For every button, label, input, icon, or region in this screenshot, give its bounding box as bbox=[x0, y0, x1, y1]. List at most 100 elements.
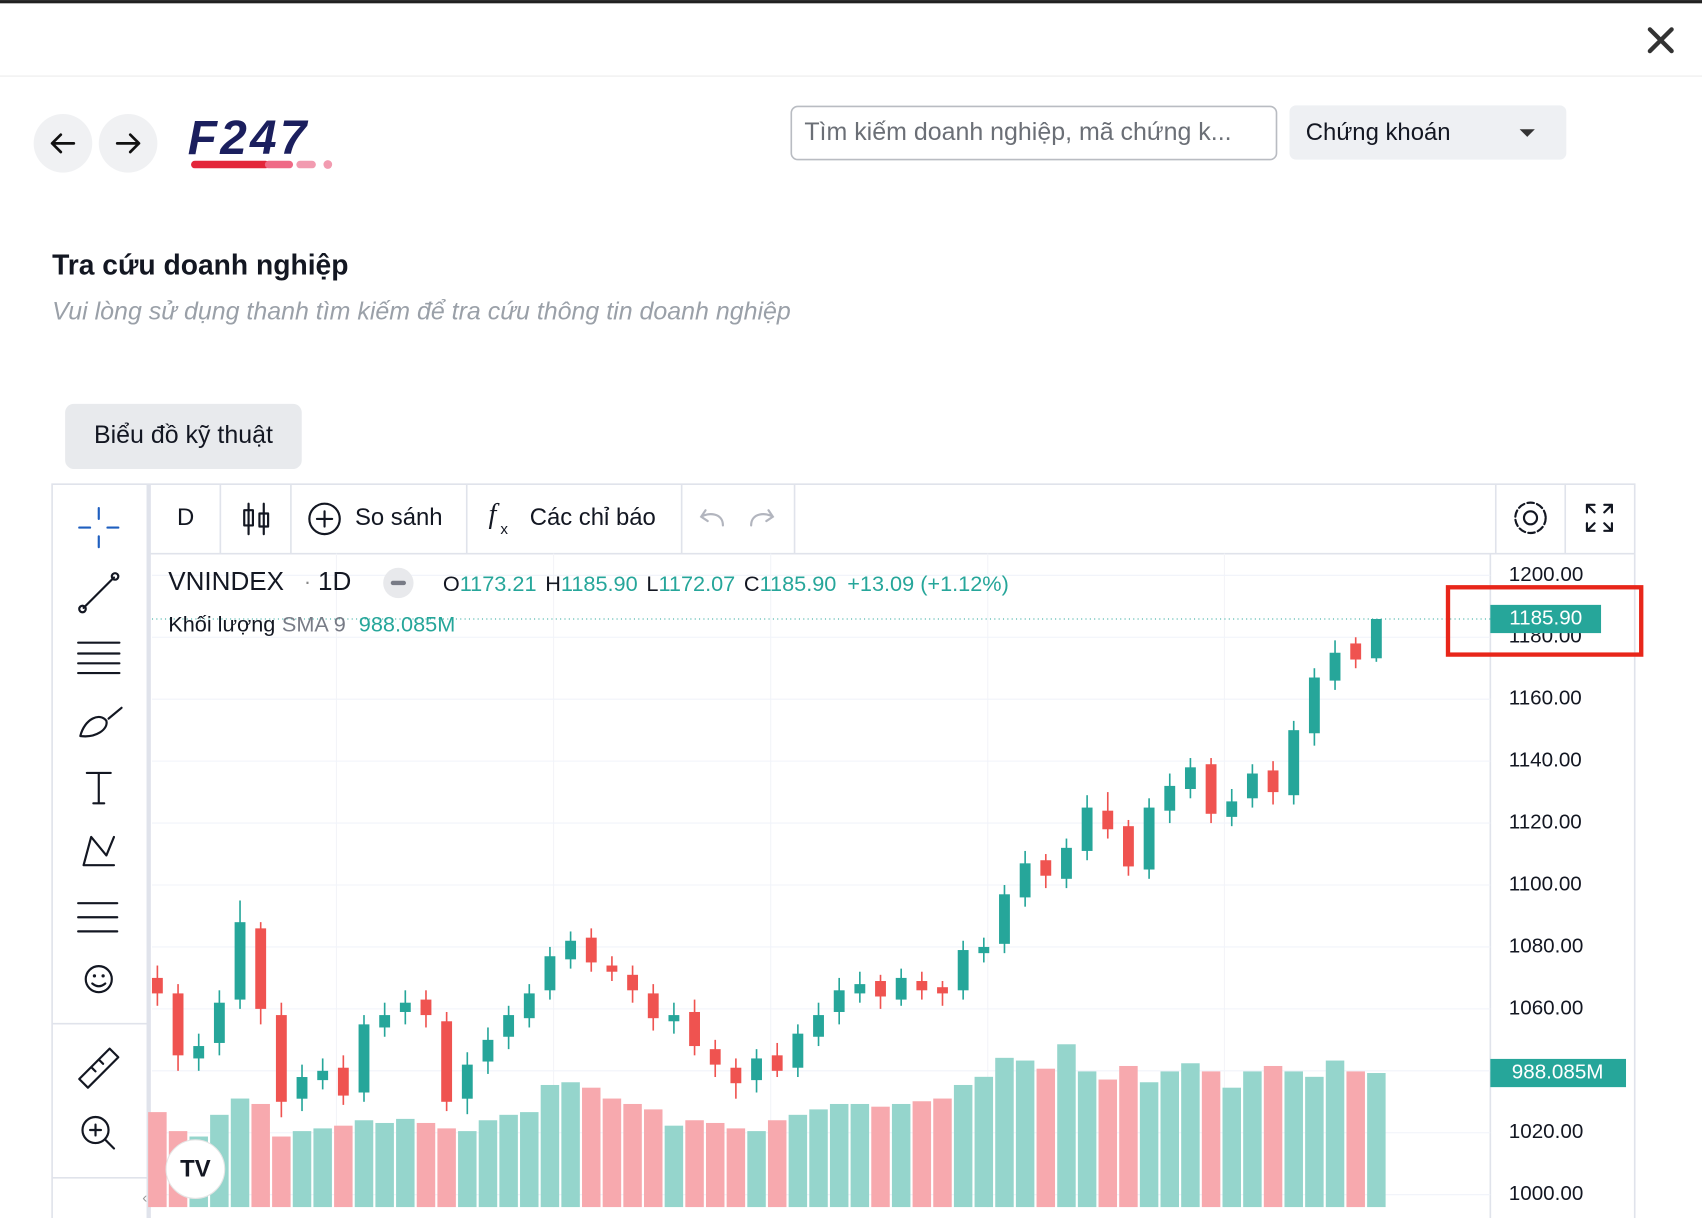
brush-tool[interactable] bbox=[79, 706, 123, 738]
volume-bar bbox=[313, 1128, 332, 1208]
volume-bar bbox=[809, 1109, 828, 1208]
prediction-tool[interactable] bbox=[77, 902, 119, 933]
candle-body bbox=[833, 990, 845, 1012]
candle-body bbox=[234, 922, 246, 1000]
volume-bar bbox=[1222, 1087, 1241, 1208]
volume-bar bbox=[437, 1128, 456, 1208]
candle-body bbox=[296, 1077, 308, 1099]
pattern-tool[interactable] bbox=[82, 835, 116, 867]
candle-body bbox=[1205, 764, 1217, 814]
candle-body bbox=[689, 1011, 700, 1047]
volume-bar bbox=[685, 1120, 704, 1208]
volume-bar bbox=[1057, 1044, 1076, 1208]
legend-value: 1185.90 bbox=[760, 571, 837, 596]
candle-body bbox=[379, 1015, 391, 1028]
logo[interactable]: F247 bbox=[188, 112, 333, 169]
tab-button[interactable]: Biểu đồ kỹ thuật bbox=[65, 403, 302, 469]
candle-body bbox=[1040, 860, 1052, 876]
crosshair-tool[interactable] bbox=[78, 506, 120, 549]
volume-bar bbox=[458, 1131, 477, 1208]
chart-type-button[interactable] bbox=[243, 502, 270, 536]
fib-tool[interactable] bbox=[77, 641, 121, 675]
candle-body bbox=[751, 1058, 762, 1081]
candle-body bbox=[461, 1064, 473, 1099]
candle-body bbox=[895, 977, 907, 1000]
volume-bar bbox=[747, 1131, 766, 1208]
candle-body bbox=[275, 1015, 287, 1102]
last-price-label: 1185.90 bbox=[1509, 606, 1582, 629]
candle-body bbox=[193, 1046, 205, 1059]
top-bar bbox=[0, 0, 1702, 4]
volume-bar bbox=[416, 1122, 436, 1208]
zoom-tool[interactable] bbox=[81, 1115, 116, 1150]
candle-body bbox=[957, 950, 969, 991]
candle-body bbox=[1308, 677, 1320, 734]
volume-bar bbox=[1367, 1073, 1386, 1208]
search-box[interactable]: Tìm kiếm doanh nghiệp, mã chứng k... bbox=[790, 105, 1278, 161]
interval-button[interactable]: D bbox=[177, 504, 194, 531]
last-volume-label: 988.085M bbox=[1512, 1060, 1604, 1083]
legend-key: O bbox=[443, 571, 460, 596]
page-subtitle: Vui lòng sử dụng thanh tìm kiếm để tra c… bbox=[52, 297, 791, 325]
volume-bar bbox=[912, 1101, 932, 1208]
collapse-handle[interactable]: ‹ bbox=[142, 1189, 147, 1206]
y-tick-label: 1140.00 bbox=[1509, 749, 1582, 772]
legend-value: 1173.21 bbox=[460, 571, 537, 596]
interval: 1D bbox=[318, 566, 351, 596]
compare-label: So sánh bbox=[355, 504, 443, 531]
volume-bar bbox=[1305, 1076, 1324, 1208]
candle-body bbox=[709, 1049, 721, 1065]
fullscreen-button[interactable] bbox=[1585, 503, 1613, 532]
volume-bar bbox=[871, 1106, 890, 1208]
candle-body bbox=[999, 894, 1010, 944]
emoji-tool[interactable] bbox=[84, 965, 113, 994]
ohlc-legend: O1173.21 H1185.90 L1172.07 C1185.90 +13.09 (… bbox=[443, 571, 1009, 596]
candle-body bbox=[151, 977, 163, 994]
svg-text:·: · bbox=[304, 569, 311, 594]
redo-button[interactable] bbox=[750, 509, 775, 527]
candle-body bbox=[544, 956, 556, 991]
trendline-tool[interactable] bbox=[78, 572, 120, 614]
candle-body bbox=[358, 1024, 370, 1093]
volume-name: Khối lượng bbox=[168, 611, 275, 636]
volume-bar bbox=[705, 1122, 725, 1208]
text-tool[interactable] bbox=[85, 771, 112, 805]
hide-button[interactable] bbox=[383, 567, 414, 599]
volume-bar bbox=[499, 1114, 518, 1208]
candle-body bbox=[1164, 785, 1176, 811]
volume-bar bbox=[561, 1082, 580, 1208]
search-placeholder: Tìm kiếm doanh nghiệp, mã chứng k... bbox=[804, 118, 1231, 146]
back-button[interactable] bbox=[33, 114, 93, 173]
volume-bar bbox=[1036, 1068, 1056, 1208]
settings-button[interactable] bbox=[1514, 501, 1547, 535]
candle-body bbox=[317, 1070, 329, 1081]
ruler-tool[interactable] bbox=[78, 1047, 120, 1089]
volume-bar bbox=[891, 1103, 911, 1208]
candle-body bbox=[420, 999, 432, 1016]
volume-bar bbox=[230, 1098, 250, 1208]
last-price-tag bbox=[1490, 604, 1602, 634]
candle-body bbox=[916, 981, 928, 991]
undo-button[interactable] bbox=[699, 509, 725, 527]
compare-button[interactable]: So sánh bbox=[308, 502, 443, 536]
candle-body bbox=[1184, 767, 1196, 790]
y-tick-label: 1100.00 bbox=[1509, 872, 1582, 895]
candle-body bbox=[792, 1033, 804, 1068]
candle-body bbox=[482, 1039, 494, 1062]
forward-button[interactable] bbox=[98, 114, 158, 173]
candle-body bbox=[523, 993, 535, 1019]
y-tick-label: 1200.00 bbox=[1509, 563, 1584, 586]
candle-body bbox=[668, 1015, 680, 1022]
close-button[interactable] bbox=[1647, 27, 1674, 54]
svg-text:x: x bbox=[500, 521, 508, 538]
market-select[interactable]: Chứng khoán bbox=[1289, 105, 1567, 160]
tv-logo[interactable]: TV bbox=[165, 1139, 226, 1199]
legend-change: +13.09 (+1.12%) bbox=[847, 571, 1009, 596]
candle-body bbox=[771, 1055, 783, 1071]
candle-body bbox=[813, 1015, 824, 1037]
candle-body bbox=[606, 965, 618, 972]
volume-bar bbox=[1263, 1065, 1283, 1208]
candle-body bbox=[937, 987, 948, 994]
